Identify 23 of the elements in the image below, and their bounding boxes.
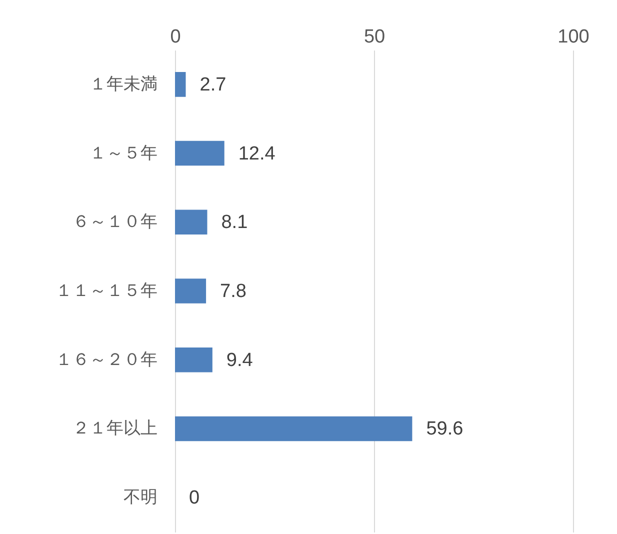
x-tick-label: 50 xyxy=(364,26,386,48)
y-tick-label: １６～２０年 xyxy=(56,350,158,369)
y-tick-label: １年未満 xyxy=(90,74,158,94)
data-label: 12.4 xyxy=(238,143,276,164)
data-label: 59.6 xyxy=(426,418,464,440)
y-tick-label: 不明 xyxy=(124,488,158,507)
data-label: 2.7 xyxy=(200,74,226,96)
x-tick-label: 0 xyxy=(170,26,181,48)
bar xyxy=(175,140,224,166)
bar xyxy=(175,347,212,372)
x-tick-label: 100 xyxy=(558,26,590,48)
data-label: 9.4 xyxy=(226,350,254,371)
y-tick-label: １１～１５年 xyxy=(56,281,158,300)
bar xyxy=(175,278,206,304)
data-label: 0 xyxy=(189,488,200,509)
y-tick-label: １～５年 xyxy=(90,143,158,162)
data-label: 7.8 xyxy=(220,281,246,302)
data-label: 8.1 xyxy=(221,212,248,234)
bar xyxy=(175,416,412,442)
y-tick-label: ２１年以上 xyxy=(72,418,158,438)
bar xyxy=(175,72,186,97)
bar xyxy=(175,210,208,235)
y-tick-label: ６～１０年 xyxy=(72,212,158,232)
